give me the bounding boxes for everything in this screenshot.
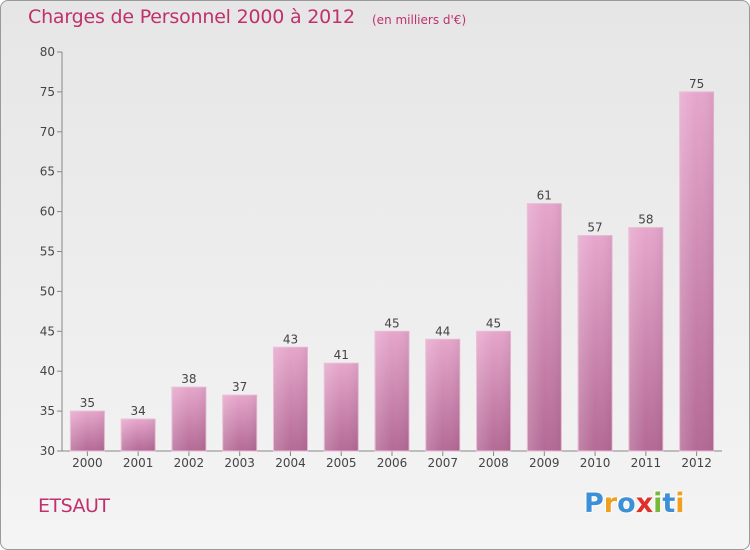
bars-group [69,91,715,452]
bar-shading [578,235,613,451]
y-tick-label: 70 [40,125,55,139]
bar-value-label: 43 [283,332,298,346]
bar-shading [324,363,359,451]
bar-shading [222,395,257,451]
x-tick-label: 2009 [529,456,560,470]
bar-shading [425,339,460,451]
x-tick-label: 2011 [631,456,662,470]
x-tick-label: 2002 [174,456,205,470]
chart-subtitle: (en milliers d'€) [372,13,467,27]
logo-letter: r [603,488,618,519]
x-tick-label: 2000 [72,456,103,470]
proxiti-logo[interactable]: Proxiti [584,488,685,519]
bar-shading [679,91,714,452]
y-tick-label: 30 [40,444,55,458]
logo-letter: x [635,488,654,519]
bar-value-label: 75 [689,77,704,91]
y-tick-label: 65 [40,165,55,179]
bar-shading [476,331,511,451]
x-tick-label: 2005 [326,456,357,470]
y-tick-label: 75 [40,85,55,99]
bar-value-label: 38 [181,372,196,386]
bar-shading [70,411,105,451]
bar-value-label: 34 [131,404,146,418]
bar-shading [628,227,663,451]
x-tick-label: 2004 [275,456,306,470]
y-tick-label: 45 [40,324,55,338]
bar-value-label: 61 [537,189,552,203]
y-tick-label: 35 [40,404,55,418]
logo-letter: o [617,488,636,519]
bar-shading [121,419,156,451]
y-tick-label: 60 [40,205,55,219]
bar-value-label: 58 [638,213,653,227]
x-tick-label: 2007 [427,456,458,470]
logo-letter: P [584,488,604,519]
bar-value-label: 44 [435,324,450,338]
bar-value-label: 41 [334,348,349,362]
x-tick-label: 2003 [224,456,255,470]
bar-value-label: 45 [486,316,501,330]
bar-shading [375,331,409,451]
x-tick-label: 2010 [580,456,611,470]
bar-shading [171,387,206,451]
x-tick-label: 2001 [123,456,154,470]
bar-value-label: 45 [384,316,399,330]
bar-value-label: 35 [80,396,95,410]
chart-title: Charges de Personnel 2000 à 2012 [28,6,355,28]
x-tick-label: 2012 [681,456,712,470]
x-tick-label: 2006 [377,456,408,470]
bar-value-label: 37 [232,380,247,394]
logo-letter: i [675,488,685,519]
y-tick-label: 40 [40,364,55,378]
y-tick-label: 50 [40,284,55,298]
logo-letter: i [653,488,663,519]
bar-value-label: 57 [587,221,602,235]
bar-shading [527,203,562,451]
bar-shading [273,347,308,451]
x-tick-label: 2008 [478,456,509,470]
labels-group: 35 2000 34 2001 38 2002 37 2003 43 2004 41 2005 45 20… [72,77,712,470]
logo-letter: t [662,488,676,519]
y-tick-label: 55 [40,245,55,259]
town-name: ETSAUT [38,495,110,517]
y-tick-label: 80 [40,45,55,59]
